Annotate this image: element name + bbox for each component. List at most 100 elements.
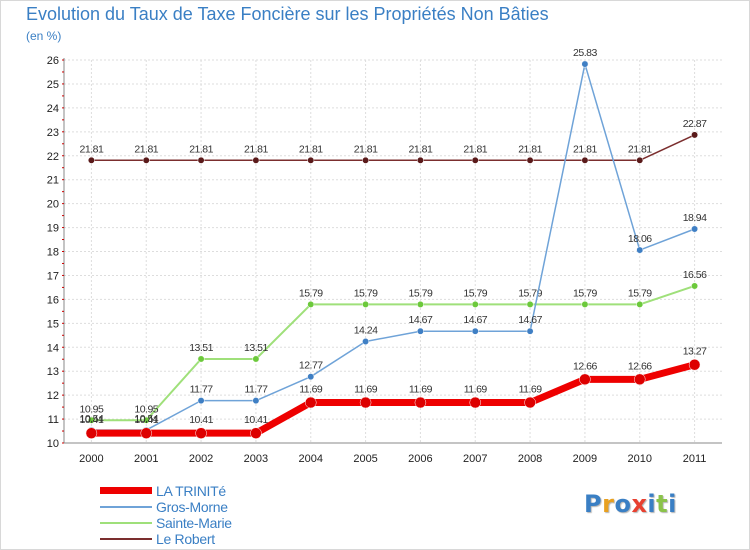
legend-swatch-gros-morne <box>100 506 152 508</box>
data-label-le-robert-2004: 21.81 <box>299 143 323 155</box>
data-point-le-robert-2006 <box>416 156 424 164</box>
data-label-gros-morne-2001: 10.54 <box>134 413 158 425</box>
data-label-le-robert-2002: 21.81 <box>189 143 213 155</box>
data-point-la-trinit-2008 <box>524 396 536 409</box>
data-label-gros-morne-2008: 14.67 <box>518 314 542 326</box>
legend-swatch-sainte-marie <box>100 522 152 524</box>
series-line-gros-morne <box>90 63 696 431</box>
data-point-la-trinit-2000 <box>85 427 98 439</box>
data-point-la-trinit-2010 <box>634 373 646 386</box>
data-label-sainte-marie-2007: 15.79 <box>463 287 487 299</box>
data-label-la-trinit-2008: 11.69 <box>519 384 543 396</box>
data-point-sainte-marie-2007 <box>471 300 479 308</box>
data-label-la-trinit-2011: 13.27 <box>683 346 707 358</box>
data-point-gros-morne-2005 <box>362 338 370 345</box>
y-tick-label-15: 15 <box>47 318 59 330</box>
data-point-gros-morne-2008 <box>526 327 534 335</box>
data-point-gros-morne-2007 <box>471 327 479 335</box>
data-point-sainte-marie-2006 <box>416 300 424 308</box>
data-label-sainte-marie-2009: 15.79 <box>573 287 597 299</box>
legend-label-sainte-marie: Sainte-Marie <box>156 515 232 531</box>
proxiti-logo: Proxiti <box>584 490 677 518</box>
data-label-le-robert-2011: 22.87 <box>683 118 707 130</box>
data-label-le-robert-2003: 21.81 <box>244 143 268 155</box>
data-point-gros-morne-2006 <box>416 327 424 335</box>
data-label-sainte-marie-2001: 10.95 <box>134 403 158 415</box>
logo-letter: t <box>656 490 669 518</box>
data-label-la-trinit-2010: 12.66 <box>628 360 652 372</box>
y-tick-label-19: 19 <box>47 223 59 235</box>
data-label-la-trinit-2007: 11.69 <box>464 384 488 396</box>
data-label-la-trinit-2001: 10.41 <box>134 414 158 426</box>
y-tick-label-11: 11 <box>48 414 59 426</box>
legend-label-gros-morne: Gros-Morne <box>156 499 228 515</box>
data-point-le-robert-2010 <box>636 156 644 164</box>
series-line-le-robert <box>90 134 696 162</box>
y-tick-label-26: 26 <box>47 55 59 67</box>
y-tick-label-22: 22 <box>47 151 59 163</box>
x-tick-label-2005: 2005 <box>353 453 377 465</box>
data-point-le-robert-2002 <box>197 156 205 164</box>
legend-label-la-trinite: LA TRINITé <box>156 483 226 499</box>
data-point-la-trinit-2009 <box>579 373 591 386</box>
data-point-sainte-marie-2000 <box>87 416 95 424</box>
logo-letter: i <box>668 490 677 518</box>
y-tick-label-14: 14 <box>47 342 59 354</box>
data-label-gros-morne-2004: 12.77 <box>299 360 323 372</box>
data-point-gros-morne-2009 <box>581 60 589 68</box>
data-point-la-trinit-2004 <box>305 396 317 409</box>
x-tick-label-2004: 2004 <box>299 453 323 465</box>
data-point-le-robert-2011 <box>691 131 699 139</box>
data-point-sainte-marie-2011 <box>691 282 699 290</box>
data-point-le-robert-2005 <box>362 156 370 164</box>
data-point-la-trinit-2001 <box>140 427 152 439</box>
y-tick-label-20: 20 <box>47 199 59 211</box>
logo-letter: r <box>602 490 615 518</box>
data-label-la-trinit-2000: 10.41 <box>80 414 104 426</box>
data-point-le-robert-2001 <box>142 156 150 164</box>
data-label-sainte-marie-2003: 13.51 <box>244 342 268 354</box>
data-label-gros-morne-2010: 18.06 <box>628 233 652 245</box>
data-label-la-trinit-2004: 11.69 <box>299 384 323 396</box>
legend-swatch-le-robert <box>100 538 152 540</box>
y-tick-label-17: 17 <box>47 270 59 282</box>
data-point-gros-morne-2010 <box>636 246 644 254</box>
y-tick-label-21: 21 <box>47 175 59 187</box>
data-label-sainte-marie-2006: 15.79 <box>409 287 433 299</box>
x-tick-label-2010: 2010 <box>628 453 652 465</box>
x-tick-label-2006: 2006 <box>408 453 432 465</box>
data-point-la-trinit-2002 <box>195 427 207 439</box>
logo-letter: x <box>631 490 648 518</box>
x-tick-label-2001: 2001 <box>134 453 158 465</box>
data-point-sainte-marie-2009 <box>581 300 589 308</box>
x-tick-label-2007: 2007 <box>463 453 487 465</box>
series-line-sainte-marie <box>90 284 696 422</box>
data-label-le-robert-2006: 21.81 <box>409 143 433 155</box>
data-label-le-robert-2005: 21.81 <box>354 143 378 155</box>
y-tick-label-16: 16 <box>47 294 59 306</box>
data-point-la-trinit-2003 <box>250 427 262 439</box>
data-label-sainte-marie-2005: 15.79 <box>354 287 378 299</box>
data-point-gros-morne-2003 <box>252 397 260 405</box>
x-tick-label-2002: 2002 <box>189 453 213 465</box>
y-tick-label-23: 23 <box>47 127 59 139</box>
data-label-le-robert-2008: 21.81 <box>518 143 542 155</box>
chart-title: Evolution du Taux de Taxe Foncière sur l… <box>26 4 549 24</box>
data-point-le-robert-2009 <box>581 156 589 164</box>
data-label-sainte-marie-2010: 15.79 <box>628 287 652 299</box>
data-label-gros-morne-2006: 14.67 <box>409 314 433 326</box>
data-label-le-robert-2007: 21.81 <box>463 143 487 155</box>
data-point-le-robert-2008 <box>526 156 534 164</box>
data-label-sainte-marie-2011: 16.56 <box>683 269 707 281</box>
y-tick-label-25: 25 <box>47 79 59 91</box>
y-tick-label-12: 12 <box>47 390 59 402</box>
data-point-le-robert-2007 <box>471 156 479 164</box>
x-tick-label-2003: 2003 <box>244 453 268 465</box>
data-label-sainte-marie-2002: 13.51 <box>189 342 213 354</box>
data-point-le-robert-2000 <box>87 156 95 164</box>
data-label-la-trinit-2009: 12.66 <box>573 360 597 372</box>
x-tick-label-2011: 2011 <box>683 453 707 465</box>
y-tick-label-13: 13 <box>47 366 59 378</box>
data-label-gros-morne-2002: 11.77 <box>190 384 214 396</box>
